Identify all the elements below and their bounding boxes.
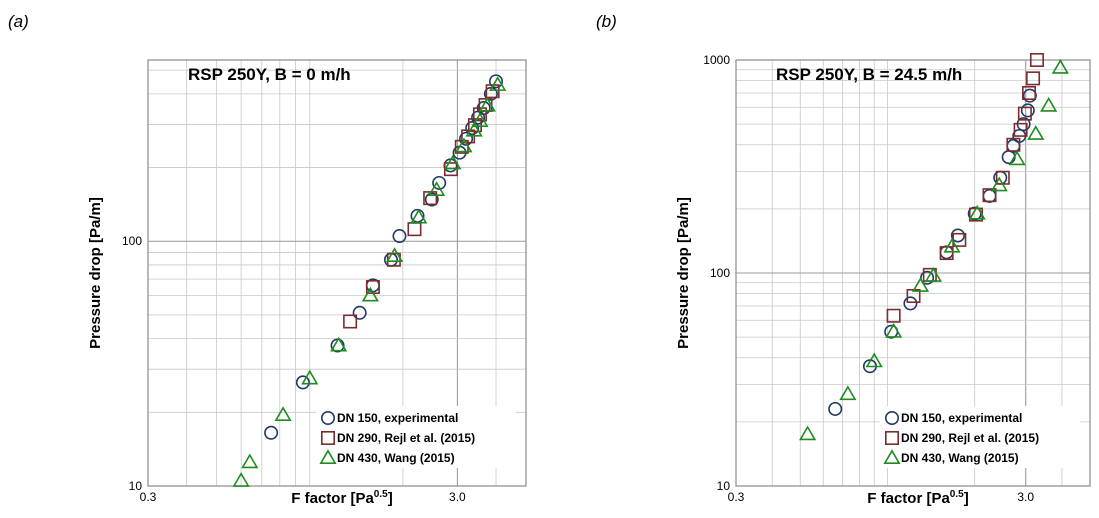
chart-b-y-axis-label: Pressure drop [Pa/m] [675, 197, 692, 349]
chart-b-circle-marker [903, 296, 918, 311]
chart-a-title: RSP 250Y, B = 0 m/h [188, 65, 351, 84]
chart-b-triangle-marker [911, 277, 930, 292]
chart-b-x-tick-label: 3.0 [1017, 490, 1034, 504]
chart-a-legend-square-marker [320, 430, 335, 445]
chart-b-square-marker [982, 188, 997, 203]
chart-a-legend-label: DN 150, experimental [337, 411, 458, 425]
chart-b-triangle-marker [968, 204, 986, 220]
chart-b-triangle-marker [1051, 58, 1069, 74]
chart-b-circle-marker [1020, 103, 1035, 118]
chart-a-y-axis-label: Pressure drop [Pa/m] [87, 197, 104, 349]
chart-b-y-tick-label: 100 [710, 266, 730, 280]
chart-b-y-tick-label: 10 [717, 479, 731, 493]
chart-b-legend-label: DN 290, Rejl et al. (2015) [901, 431, 1039, 445]
chart-a-series-2 [232, 76, 507, 487]
chart-a-triangle-marker [361, 286, 379, 302]
chart-a-triangle-marker [330, 336, 348, 352]
chart-a-circle-marker [465, 121, 480, 136]
chart-a-legend-label: DN 430, Wang (2015) [337, 451, 455, 465]
chart-a-y-tick-label: 10 [129, 479, 143, 493]
chart-b-x-axis-label: F factor [Pa0.5] [867, 489, 968, 507]
chart-a-triangle-marker [471, 112, 489, 127]
chart-b-plot-border [735, 59, 1091, 487]
chart-a: 10 100 0.3 3.0 RSP 250Y, B = 0 m/h Pressure d… [87, 59, 527, 507]
chart-b-triangle-marker [1008, 150, 1026, 166]
chart-b-legend-background [880, 406, 1080, 468]
chart-a-triangle-marker [489, 76, 507, 91]
chart-b-legend-circle-marker [884, 410, 899, 425]
chart-a-triangle-marker [241, 453, 259, 469]
chart-b-square-marker [886, 308, 901, 323]
chart-b-legend: DN 150, experimental DN 290, Rejl et al. … [880, 406, 1080, 468]
chart-b-triangle-marker [885, 322, 903, 338]
chart-b-y-tick-label: 1000 [703, 53, 730, 67]
chart-b-square-marker [1006, 137, 1021, 152]
panel-a-label: (a) [8, 12, 29, 31]
chart-a-circle-marker [352, 305, 367, 320]
chart-b-triangle-marker [990, 176, 1008, 192]
chart-a-legend-circle-marker [320, 410, 335, 425]
chart-b-circle-marker [1022, 88, 1037, 103]
chart-b-legend-square-marker [884, 430, 899, 445]
chart-b-triangle-marker [943, 237, 961, 253]
chart-a-y-tick-label: 100 [122, 234, 142, 248]
chart-b-triangle-marker [799, 425, 817, 441]
chart-b-triangle-marker [1027, 125, 1045, 140]
chart-a-circle-marker [264, 425, 279, 440]
chart-a-square-marker [467, 118, 482, 133]
chart-a-circle-marker [432, 175, 447, 190]
chart-b-circle-marker [950, 228, 965, 243]
chart-a-square-marker [343, 314, 358, 329]
chart-a-triangle-marker [232, 472, 250, 487]
chart-b-legend-label: DN 430, Wang (2015) [901, 451, 1019, 465]
panel-b-label: (b) [596, 12, 617, 31]
chart-b-square-marker [1026, 71, 1041, 86]
chart-a-legend-background [316, 406, 516, 468]
chart-a-circle-marker [459, 131, 474, 146]
chart-b-legend-triangle-marker [883, 449, 901, 465]
chart-a-plot-border [147, 59, 527, 487]
chart-a-triangle-marker [301, 369, 319, 385]
chart-a-triangle-marker [478, 96, 496, 112]
chart-b-triangle-marker [865, 352, 883, 368]
chart-b-legend-label: DN 150, experimental [901, 411, 1022, 425]
chart-b-square-marker [1029, 52, 1044, 67]
chart-a-triangle-marker [444, 154, 462, 170]
chart-b-series-2 [799, 58, 1069, 441]
chart-a-square-marker [423, 191, 438, 206]
chart-a-legend-label: DN 290, Rejl et al. (2015) [337, 431, 475, 445]
chart-a-circle-marker [483, 86, 498, 101]
chart-b-triangle-marker [1040, 96, 1058, 112]
chart-a-triangle-marker [274, 406, 292, 422]
chart-b-triangle-marker [924, 267, 942, 282]
chart-a-triangle-marker [427, 181, 446, 196]
chart-a-x-axis-label: F factor [Pa0.5] [291, 489, 392, 507]
chart-b-title: RSP 250Y, B = 24.5 m/h [776, 65, 962, 84]
chart-a-triangle-marker [455, 137, 473, 153]
chart-a-x-tick-label: 0.3 [140, 490, 157, 504]
chart-b-square-marker [1013, 122, 1028, 137]
chart-a-triangle-marker [465, 121, 483, 137]
chart-a-x-tick-label: 3.0 [449, 490, 466, 504]
chart-b-triangle-marker [839, 385, 857, 401]
chart-b-circle-marker [828, 401, 843, 416]
chart-a-circle-marker [424, 192, 439, 207]
chart-b-circle-marker [920, 270, 935, 285]
chart-a-circle-marker [392, 229, 407, 244]
chart-a-triangle-marker [410, 208, 428, 224]
chart-a-triangle-marker [385, 247, 404, 263]
chart-b-x-tick-label: 0.3 [728, 490, 745, 504]
chart-a-legend: DN 150, experimental DN 290, Rejl et al. … [316, 406, 516, 468]
chart-a-circle-marker [295, 375, 310, 390]
chart-b-square-marker [1022, 85, 1037, 100]
chart-a-legend-triangle-marker [319, 449, 337, 465]
chart-b-square-marker [1017, 106, 1032, 121]
chart-a-circle-marker [489, 74, 504, 89]
chart-b-square-marker [939, 246, 954, 261]
